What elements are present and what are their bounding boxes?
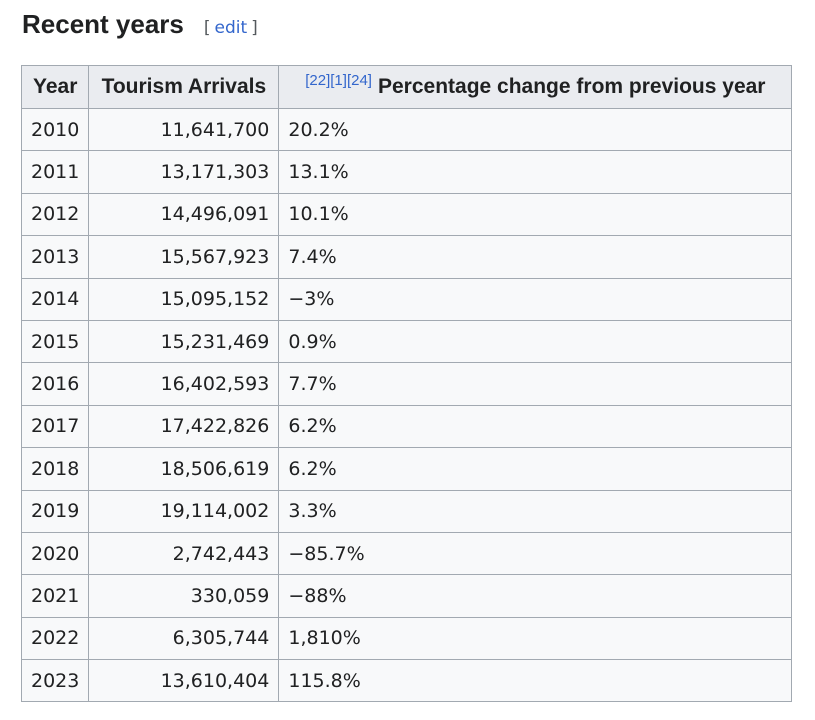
cell-change: 115.8%: [278, 659, 793, 703]
edit-link[interactable]: edit: [214, 18, 248, 38]
reference-link[interactable]: [22]: [305, 72, 331, 89]
cell-year: 2019: [20, 489, 90, 533]
cell-year: 2022: [20, 616, 90, 661]
header-change-label: Percentage change from previous year: [377, 75, 766, 98]
table-row: 2023 13,610,404 115.8%: [20, 659, 793, 703]
cell-change: −88%: [278, 574, 793, 618]
cell-arrivals: 16,402,593: [88, 362, 280, 406]
cell-change: −85.7%: [278, 531, 793, 576]
cell-change: −3%: [278, 277, 793, 321]
cell-change: 7.4%: [278, 235, 793, 279]
cell-change: 10.1%: [278, 192, 793, 237]
table-row: 2015 15,231,469 0.9%: [20, 319, 793, 364]
table-row: 2017 17,422,826 6.2%: [20, 404, 793, 449]
cell-change: 6.2%: [278, 447, 793, 491]
cell-year: 2021: [20, 574, 90, 618]
cell-arrivals: 13,610,404: [88, 659, 280, 703]
cell-arrivals: 19,114,002: [88, 489, 280, 533]
cell-change: 13.1%: [278, 150, 793, 194]
cell-arrivals: 13,171,303: [88, 150, 280, 194]
table-row: 2021 330,059 −88%: [20, 574, 793, 618]
cell-year: 2016: [20, 362, 90, 406]
cell-year: 2015: [20, 319, 90, 364]
cell-arrivals: 330,059: [88, 574, 280, 618]
cell-change: 1,810%: [278, 616, 793, 661]
header-arrivals: Tourism Arrivals: [88, 65, 280, 109]
cell-year: 2012: [20, 192, 90, 237]
reference-link[interactable]: [24]: [346, 72, 372, 89]
cell-year: 2010: [20, 107, 90, 152]
table-row: 2011 13,171,303 13.1%: [20, 150, 793, 194]
cell-arrivals: 15,095,152: [88, 277, 280, 321]
header-references: [22][1][24]: [305, 72, 372, 89]
table-row: 2016 16,402,593 7.7%: [20, 362, 793, 406]
table-row: 2022 6,305,744 1,810%: [20, 616, 793, 661]
table-row: 2020 2,742,443 −85.7%: [20, 531, 793, 576]
cell-arrivals: 11,641,700: [88, 107, 280, 152]
cell-arrivals: 6,305,744: [88, 616, 280, 661]
edit-section: [edit]: [204, 18, 258, 38]
table-body: 2010 11,641,700 20.2% 2011 13,171,303 13.1% 20…: [20, 107, 793, 703]
table-header-row: Year Tourism Arrivals [22][1][24] Percent…: [20, 65, 793, 109]
cell-arrivals: 2,742,443: [88, 531, 280, 576]
cell-year: 2018: [20, 447, 90, 491]
cell-arrivals: 15,231,469: [88, 319, 280, 364]
cell-change: 3.3%: [278, 489, 793, 533]
table-row: 2010 11,641,700 20.2%: [20, 107, 793, 152]
section-heading: Recent years [edit]: [22, 9, 258, 40]
reference-link[interactable]: [1]: [330, 72, 347, 89]
cell-arrivals: 17,422,826: [88, 404, 280, 449]
table-row: 2019 19,114,002 3.3%: [20, 489, 793, 533]
table-row: 2012 14,496,091 10.1%: [20, 192, 793, 237]
cell-year: 2014: [20, 277, 90, 321]
header-year: Year: [20, 65, 90, 109]
cell-year: 2017: [20, 404, 90, 449]
cell-year: 2013: [20, 235, 90, 279]
cell-year: 2023: [20, 659, 90, 703]
section-title: Recent years: [22, 9, 184, 39]
edit-bracket-open: [: [203, 18, 211, 38]
cell-arrivals: 15,567,923: [88, 235, 280, 279]
header-change: [22][1][24] Percentage change from previo…: [278, 65, 793, 109]
cell-arrivals: 18,506,619: [88, 447, 280, 491]
cell-year: 2020: [20, 531, 90, 576]
cell-change: 20.2%: [278, 107, 793, 152]
cell-change: 0.9%: [278, 319, 793, 364]
table-row: 2013 15,567,923 7.4%: [20, 235, 793, 279]
cell-year: 2011: [20, 150, 90, 194]
cell-arrivals: 14,496,091: [88, 192, 280, 237]
table-row: 2018 18,506,619 6.2%: [20, 447, 793, 491]
cell-change: 7.7%: [278, 362, 793, 406]
tourism-arrivals-table: Year Tourism Arrivals [22][1][24] Percent…: [20, 65, 793, 703]
table-row: 2014 15,095,152 −3%: [20, 277, 793, 321]
cell-change: 6.2%: [278, 404, 793, 449]
edit-bracket-close: ]: [251, 18, 258, 38]
